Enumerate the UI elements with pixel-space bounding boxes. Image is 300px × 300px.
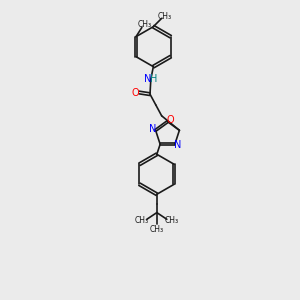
Text: O: O (166, 115, 174, 125)
Text: CH₃: CH₃ (158, 12, 172, 21)
Text: CH₃: CH₃ (150, 225, 164, 234)
Text: N: N (144, 74, 152, 84)
Text: H: H (150, 74, 158, 84)
Text: CH₃: CH₃ (165, 216, 179, 225)
Text: CH₃: CH₃ (138, 20, 152, 29)
Text: CH₃: CH₃ (135, 216, 149, 225)
Text: O: O (132, 88, 139, 98)
Text: N: N (148, 124, 156, 134)
Text: N: N (175, 140, 182, 150)
